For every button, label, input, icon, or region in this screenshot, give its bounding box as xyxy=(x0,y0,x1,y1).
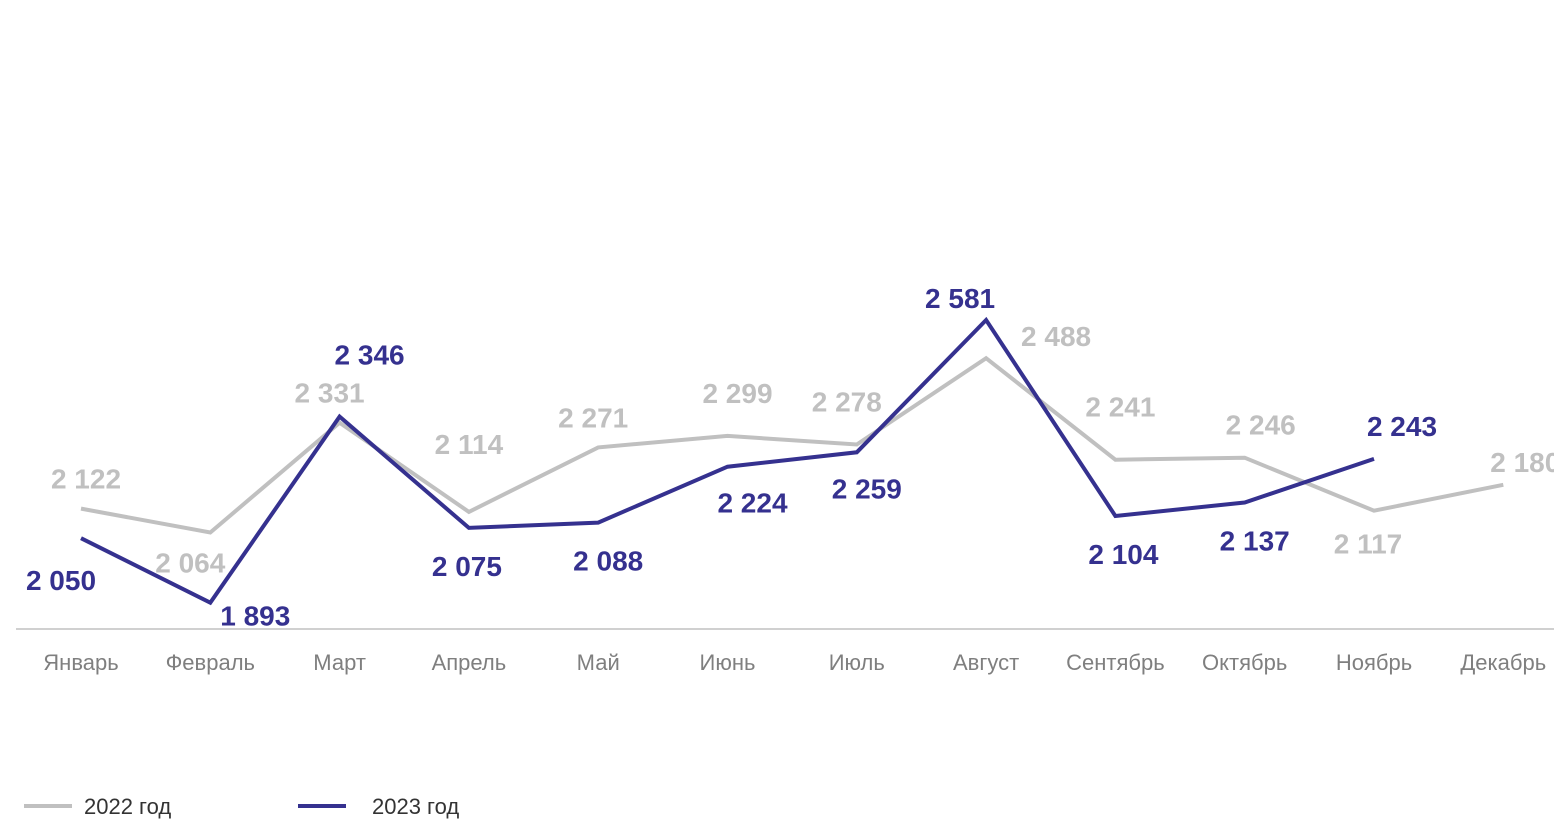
x-tick-label: Март xyxy=(313,650,366,675)
data-label: 2 088 xyxy=(573,546,643,577)
x-tick-label: Октябрь xyxy=(1202,650,1287,675)
x-tick-label: Сентябрь xyxy=(1066,650,1165,675)
legend-label-2022: 2022 год xyxy=(84,794,171,819)
series-lines xyxy=(80,316,1504,606)
x-tick-label: Февраль xyxy=(166,650,255,675)
data-label: 2 075 xyxy=(432,551,502,582)
data-labels: 2 122 2 064 2 331 2 114 2 271 2 299 2 278 2 488… xyxy=(26,283,1554,632)
x-tick-label: Август xyxy=(953,650,1019,675)
x-tick-label: Ноябрь xyxy=(1336,650,1412,675)
data-label: 2 241 xyxy=(1085,392,1155,423)
data-label: 2 122 xyxy=(51,464,121,495)
x-tick-label: Июнь xyxy=(700,650,756,675)
data-label: 2 224 xyxy=(717,488,787,519)
x-tick-label: Июль xyxy=(829,650,885,675)
data-label: 2 581 xyxy=(925,283,995,314)
x-tick-label: Январь xyxy=(43,650,118,675)
data-label: 1 893 xyxy=(220,601,290,632)
x-axis-tick-labels: Январь Февраль Март Апрель Май Июнь Июль Август… xyxy=(43,650,1546,675)
data-label: 2 271 xyxy=(558,402,628,433)
data-label: 2 114 xyxy=(435,429,504,460)
series-line-2022-год xyxy=(80,355,1504,535)
data-label: 2 299 xyxy=(702,378,772,409)
legend: 2022 год 2023 год xyxy=(24,794,459,819)
data-label: 2 064 xyxy=(155,548,225,579)
data-label: 2 137 xyxy=(1220,526,1290,557)
data-label: 2 104 xyxy=(1088,539,1158,570)
data-label: 2 246 xyxy=(1226,410,1296,441)
data-label: 2 050 xyxy=(26,565,96,596)
x-tick-label: Декабрь xyxy=(1460,650,1546,675)
data-label: 2 278 xyxy=(812,387,882,418)
data-label: 2 346 xyxy=(335,340,405,371)
legend-label-2023: 2023 год xyxy=(372,794,459,819)
data-label: 2 488 xyxy=(1021,321,1091,352)
data-label: 2 243 xyxy=(1367,411,1437,442)
data-label: 2 331 xyxy=(295,378,365,409)
data-label: 2 117 xyxy=(1334,529,1403,560)
series-line-2023-год xyxy=(80,316,1375,606)
data-label: 2 259 xyxy=(832,473,902,504)
data-label: 2 180 xyxy=(1490,447,1554,478)
x-tick-label: Апрель xyxy=(432,650,507,675)
x-tick-label: Май xyxy=(577,650,620,675)
